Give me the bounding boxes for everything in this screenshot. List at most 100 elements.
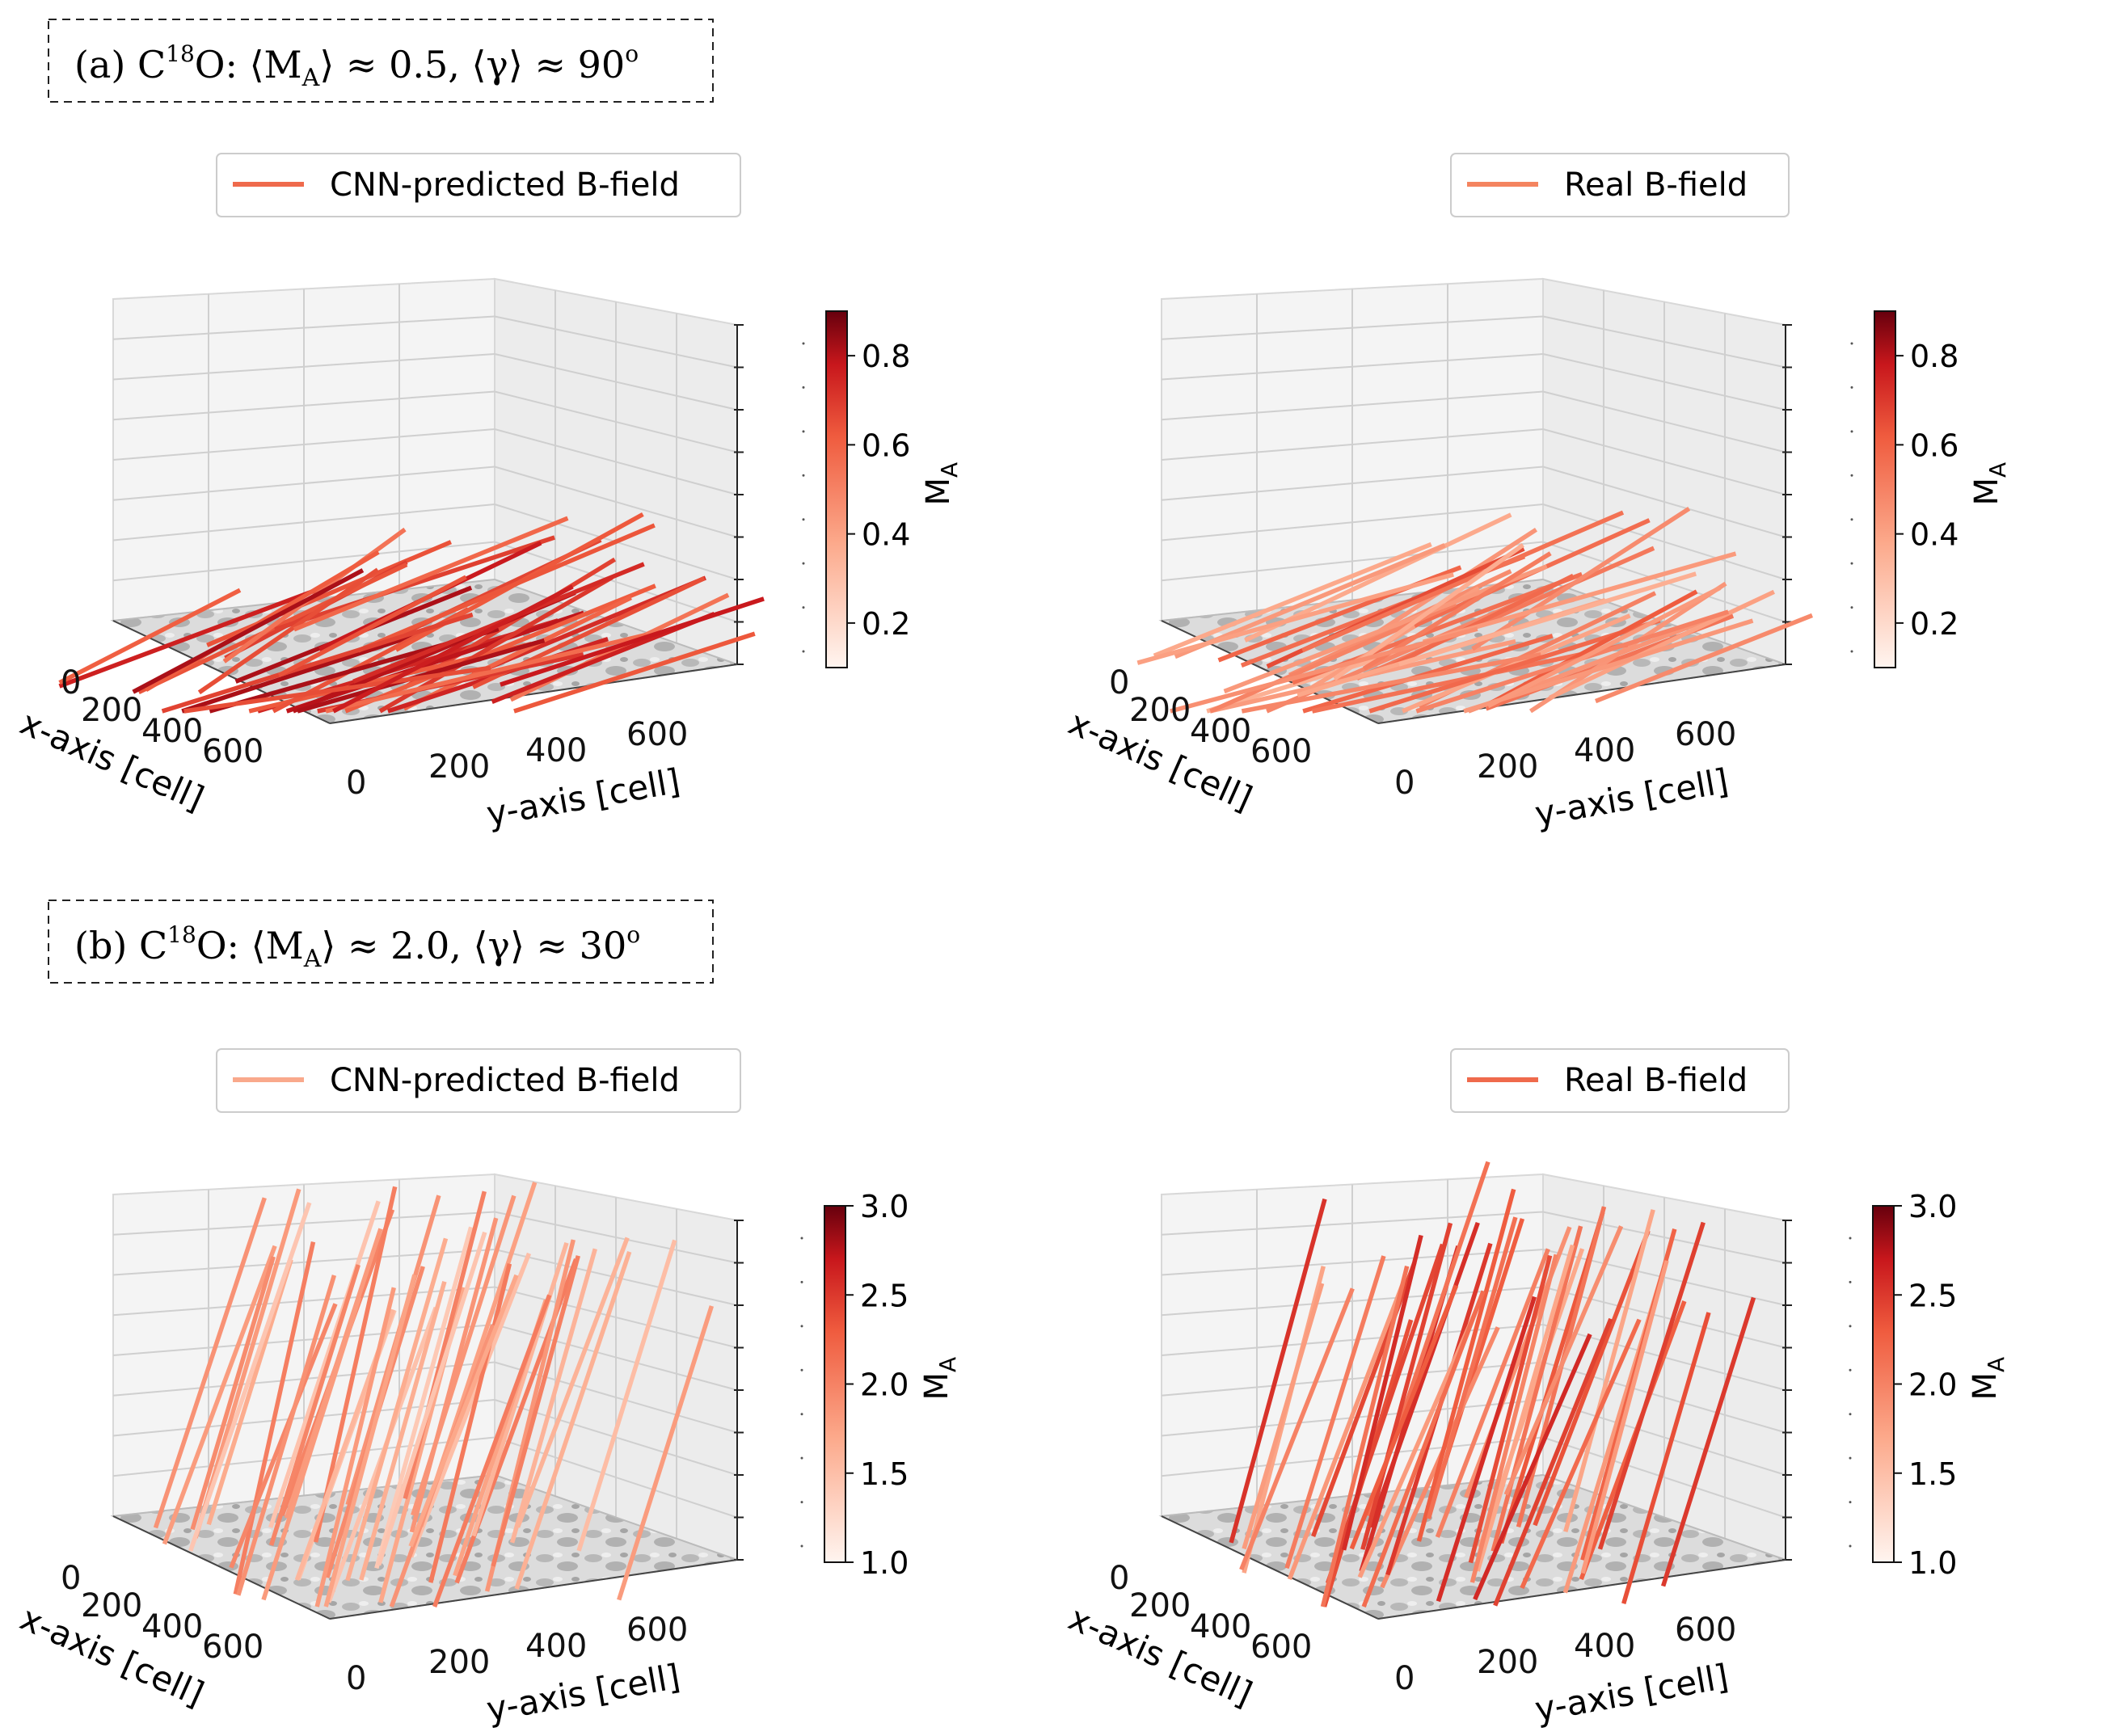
field-line [1368,1221,1480,1528]
colorbar-tick-label: 0.6 [862,428,910,463]
field-line [1594,613,1814,704]
colorbar-tick-label: 3.0 [1908,1189,1957,1224]
x-tick-label: 200 [1129,692,1191,729]
minor-dot [1849,1280,1852,1283]
colorbar-tick-label: 3.0 [860,1189,909,1224]
minor-dot [1850,474,1853,477]
y-tick-label: 400 [525,1628,587,1665]
minor-dot [1849,1368,1852,1372]
x-tick-label: 200 [81,692,142,729]
minor-dot [800,1325,803,1328]
field-line [374,1226,474,1570]
minor-dot [802,606,805,609]
y-axis-label: y-axis [cell] [1532,1657,1731,1730]
x-tick-label: 400 [141,1608,203,1645]
field-line [357,523,656,653]
field-line [1398,571,1697,667]
y-tick-label: 400 [1574,732,1635,769]
y-tick-label: 600 [1675,716,1736,753]
y-tick-label: 400 [525,732,587,769]
field-line [1471,506,1691,651]
minor-dot [802,342,805,345]
legend-box [1450,153,1790,217]
field-line [516,1237,630,1528]
colorbar: 1.0 1.5 2.0 2.5 3.0 MA [800,1189,961,1581]
field-line [1468,1254,1553,1564]
y-tick-label: 200 [1477,1644,1538,1681]
colorbar-tick-label: 1.5 [860,1456,909,1492]
minor-dot [800,1544,803,1548]
field-line [1302,634,1554,714]
panel-a-label: (a) C18O: ⟨MA⟩ ≈ 0.5, ⟨γ⟩ ≈ 90o [74,40,639,92]
y-tick-label: 600 [1675,1612,1736,1649]
field-line [188,1202,312,1552]
minor-dot [802,474,805,477]
y-axis-line [329,1559,738,1620]
y-axis-label: y-axis [cell] [1532,761,1731,834]
field-line [408,1274,519,1548]
x-tick-label: 600 [202,733,264,770]
colorbar-tick-label: 0.2 [862,606,910,642]
field-line [314,1287,396,1607]
field-line [428,1263,512,1583]
field-line [1469,1254,1558,1583]
y-tick-label: 400 [1574,1628,1635,1665]
legend-label: Real B-field [1564,166,1748,204]
field-line [1549,589,1775,700]
field-lines [58,512,765,714]
colorbar-gradient [825,310,848,668]
field-line [58,588,242,685]
minor-dot [800,1456,803,1460]
colorbar-tick-label: 1.5 [1908,1456,1957,1492]
minor-dot [1850,562,1853,565]
field-line [432,1294,552,1607]
field-line [274,535,555,632]
panel-b-label-box: (b) C18O: ⟨MA⟩ ≈ 2.0, ⟨γ⟩ ≈ 30o [48,900,714,984]
colorbar-label: MA [918,1357,961,1401]
legend: Real B-field [1450,153,1790,217]
x-axis-line [112,1515,331,1620]
colorbar-tick-label: 1.0 [1908,1545,1957,1581]
legend-box [1450,1048,1790,1113]
field-line [1287,1284,1405,1580]
minor-dot [800,1501,803,1504]
field-line [206,1258,293,1526]
x-tick-label: 200 [81,1587,142,1624]
minor-dot [800,1368,803,1372]
colorbar-tick-label: 2.5 [860,1278,909,1313]
minor-dot [1850,342,1853,345]
legend-box [216,153,741,217]
minor-dot [1849,1456,1852,1460]
field-line [1229,1198,1327,1544]
y-axis-line [1377,664,1786,724]
field-line [1491,1225,1583,1553]
field-line [344,584,656,714]
field-line [514,1251,632,1590]
field-line [1486,585,1722,709]
x-tick-label: 400 [141,713,203,750]
field-line [1301,510,1625,653]
field-line [233,1241,316,1595]
x-tick-label: 200 [1129,1587,1191,1624]
field-line [132,568,365,694]
field-line [1435,1248,1550,1538]
field-line [513,631,756,714]
panel-a-label-box: (a) C18O: ⟨MA⟩ ≈ 0.5, ⟨γ⟩ ≈ 90o [48,19,714,103]
minor-dot [800,1280,803,1283]
field-line [1493,1317,1613,1607]
minor-dot [1850,386,1853,389]
colorbar-tick-label: 0.6 [1910,428,1959,463]
x-tick-label: 0 [1109,664,1129,702]
minor-dot [802,650,805,653]
field-line [1473,1333,1592,1601]
x-tick-label: 0 [61,1560,81,1597]
field-line [1320,1266,1410,1607]
field-line [1660,1296,1756,1587]
y-tick-label: 200 [1477,748,1538,786]
colorbar-tick-label: 0.2 [1910,606,1959,642]
field-line [1242,1283,1325,1550]
y-axis-label: y-axis [cell] [483,761,683,834]
minor-dot [1850,518,1853,521]
